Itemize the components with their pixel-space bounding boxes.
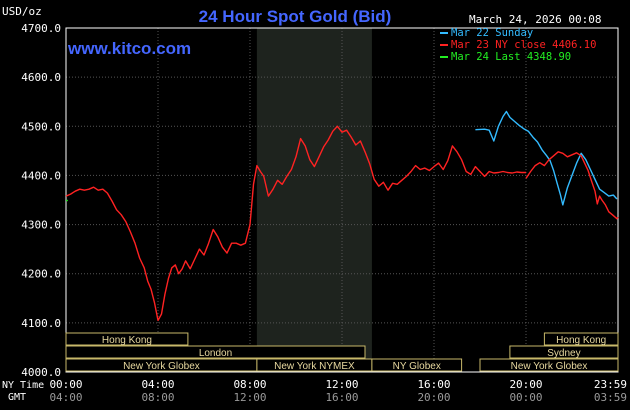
ny-time-axis-label: NY Time (2, 380, 44, 391)
watermark-url: www.kitco.com (67, 39, 191, 58)
session-label: Hong Kong (556, 335, 606, 346)
nymex-session-shade (256, 28, 372, 372)
y-tick-label: 4400.0 (21, 169, 61, 182)
legend-label: Mar 23 NY close 4406.10 (451, 39, 596, 51)
x-tick-gmt: 12:00 (233, 391, 266, 404)
session-bar: New York Globex (479, 358, 619, 372)
y-tick-label: 4300.0 (21, 219, 61, 232)
legend-label: Mar 22 Sunday (451, 27, 533, 39)
x-tick-gmt: 20:00 (417, 391, 450, 404)
session-label: Hong Kong (102, 335, 152, 346)
y-tick-label: 4100.0 (21, 317, 61, 330)
series-line-3 (525, 151, 619, 220)
x-tick-ny: 20:00 (509, 378, 542, 391)
x-tick-gmt: 00:00 (509, 391, 542, 404)
y-tick-label: 4700.0 (21, 22, 61, 35)
x-tick-ny: 12:00 (325, 378, 358, 391)
session-label: New York NYMEX (274, 361, 355, 372)
session-bar: Hong Kong (65, 332, 189, 346)
y-axis-ticks: 4000.0 4100.0 4200.0 4300.0 4400.0 4500.0 4600… (21, 22, 61, 379)
chart-title: 24 Hour Spot Gold (Bid) (199, 7, 392, 26)
session-label: New York Globex (511, 361, 588, 372)
session-bar: London (65, 345, 366, 359)
market-sessions: Hong Kong London New York Globex New York N… (65, 332, 619, 372)
x-tick-ny: 04:00 (141, 378, 174, 391)
session-bar: New York Globex (65, 358, 258, 372)
session-bar: New York NYMEX (256, 358, 373, 372)
x-tick-gmt: 08:00 (141, 391, 174, 404)
x-tick-gmt: 03:59 (594, 391, 627, 404)
session-label: Sydney (547, 348, 580, 359)
session-label: NY Globex (393, 361, 441, 372)
chart-datetime: March 24, 2026 00:08 (469, 13, 601, 26)
price-series (65, 110, 619, 322)
y-tick-label: 4500.0 (21, 120, 61, 133)
y-tick-label: 4200.0 (21, 268, 61, 281)
y-tick-label: 4600.0 (21, 71, 61, 84)
x-tick-gmt: 16:00 (325, 391, 358, 404)
session-label: London (199, 348, 232, 359)
legend-label: Mar 24 Last 4348.90 (451, 51, 571, 63)
x-axis-ticks: 00:0004:0004:0008:0008:0012:0012:0016:00… (49, 378, 627, 404)
gmt-axis-label: GMT (8, 392, 26, 403)
x-tick-gmt: 04:00 (49, 391, 82, 404)
series-line-1 (475, 110, 618, 206)
session-bar: NY Globex (371, 358, 463, 372)
x-tick-ny: 08:00 (233, 378, 266, 391)
y-tick-label: 4000.0 (21, 366, 61, 379)
y-axis-unit-label: USD/oz (2, 5, 42, 18)
session-bar: Sydney (509, 345, 619, 359)
series-line-2 (65, 125, 526, 322)
x-tick-ny: 23:59 (594, 378, 627, 391)
x-tick-ny: 00:00 (49, 378, 82, 391)
session-label: New York Globex (123, 361, 200, 372)
x-tick-ny: 16:00 (417, 378, 450, 391)
session-bar: Hong Kong (543, 332, 619, 346)
